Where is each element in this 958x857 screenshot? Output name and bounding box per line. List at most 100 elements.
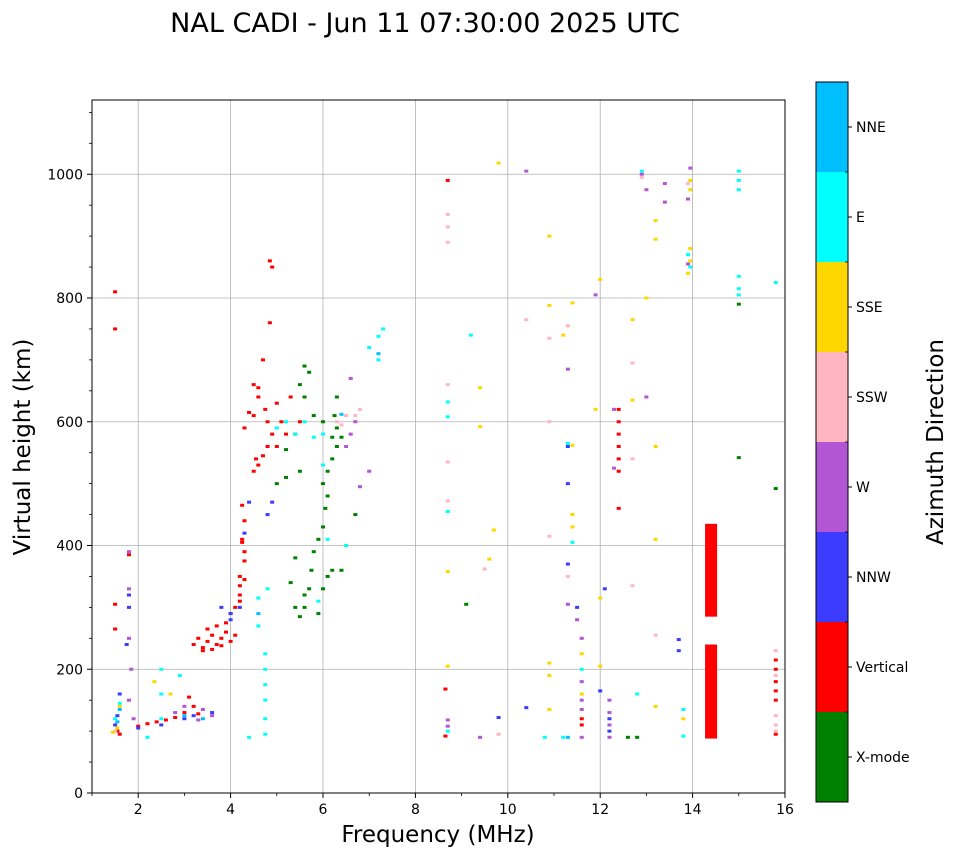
data-mark-vertical (205, 639, 210, 643)
data-mark-e (321, 463, 325, 467)
data-mark-e (639, 169, 644, 173)
data-mark-x-mode (302, 593, 307, 597)
data-mark-vertical (256, 386, 261, 390)
data-mark-w (688, 166, 693, 170)
data-mark-vertical (288, 395, 293, 399)
data-mark-nnw (228, 612, 233, 616)
data-mark-nnw (182, 717, 187, 721)
data-mark-e (736, 287, 741, 291)
data-mark-ssw (565, 324, 570, 328)
data-mark-x-mode (316, 612, 321, 616)
data-mark-nnw (598, 689, 603, 693)
data-mark-sse (685, 271, 690, 275)
data-mark-sse (115, 726, 120, 730)
data-bands (705, 523, 718, 739)
data-mark-nnw (126, 593, 131, 597)
data-mark-nne (117, 707, 122, 711)
data-mark-vertical (579, 723, 584, 727)
x-tick-label: 6 (319, 802, 328, 818)
data-mark-w (196, 718, 201, 722)
data-mark-w (344, 445, 349, 448)
y-tick-label: 1000 (47, 167, 83, 183)
data-mark-ssw (547, 420, 552, 424)
colorbar-tick-label: E (856, 210, 865, 226)
data-mark-vertical (242, 578, 247, 582)
data-mark-e (247, 735, 252, 739)
data-mark-e (736, 188, 741, 192)
data-mark-sse (491, 528, 496, 532)
data-mark-vertical (445, 178, 450, 182)
data-mark-w (367, 469, 372, 473)
data-mark-vertical (773, 658, 778, 662)
colorbar-swatch (816, 442, 848, 532)
data-mark-w (565, 367, 570, 371)
x-tick-label: 4 (226, 802, 235, 818)
data-mark-e (565, 441, 570, 445)
data-mark-vertical (214, 643, 219, 646)
data-mark-e (263, 732, 268, 736)
colorbar-tick-label: W (856, 480, 870, 496)
data-mark-w (210, 714, 215, 718)
data-mark-e (159, 667, 164, 671)
data-mark-e (302, 420, 307, 424)
data-mark-e (681, 707, 686, 711)
data-mark-vertical (279, 420, 284, 424)
data-mark-nnw (159, 723, 164, 727)
data-mark-e (468, 333, 473, 337)
data-mark-x-mode (307, 370, 312, 374)
y-axis: 0 200 400 600 800 1000 (47, 111, 92, 802)
data-mark-ssw (445, 499, 450, 503)
data-mark-vertical (256, 395, 261, 399)
data-mark-e (381, 327, 386, 331)
data-mark-vertical (616, 420, 621, 424)
data-mark-vertical (443, 687, 448, 691)
colorbar-tick-label: NNW (856, 570, 891, 586)
colorbar-swatch (816, 262, 848, 352)
data-mark-e (263, 683, 268, 687)
data-mark-w (612, 407, 617, 411)
data-mark-w (126, 587, 131, 591)
data-mark-sse (579, 692, 584, 696)
data-mark-nnw (565, 562, 570, 566)
data-mark-ssw (630, 361, 635, 365)
data-mark-ssw (773, 723, 778, 727)
data-mark-vertical (274, 401, 279, 405)
data-mark-e (736, 178, 741, 182)
data-mark-nnw (607, 717, 612, 721)
data-mark-sse (547, 661, 552, 665)
data-mark-vertical (191, 643, 196, 646)
plot-frame (91, 99, 786, 794)
data-mark-ssw (113, 729, 118, 733)
data-mark-vertical (113, 627, 118, 631)
data-mark-nnw (115, 714, 120, 718)
data-mark-vertical (113, 290, 118, 294)
data-mark-nnw (496, 716, 501, 720)
data-mark-vertical (260, 454, 265, 458)
data-mark-nnw (136, 726, 141, 730)
data-mark-nnw (242, 531, 247, 535)
colorbar-swatch (816, 82, 848, 172)
colorbar-swatch (816, 532, 848, 622)
data-mark-vertical (136, 724, 141, 728)
data-mark-x-mode (353, 513, 358, 517)
data-mark-nnw (602, 587, 607, 591)
data-mark-x-mode (309, 568, 314, 572)
colorbar-label: Azimuth Direction (923, 339, 949, 545)
x-tick-label: 8 (411, 802, 420, 818)
data-mark-w (593, 293, 598, 297)
data-mark-w (445, 718, 450, 722)
data-mark-vertical (270, 265, 275, 269)
data-mark-ssw (685, 182, 690, 186)
data-mark-nnw (565, 482, 570, 486)
data-mark-e (263, 698, 268, 702)
data-mark-nnw (237, 605, 242, 609)
data-mark-vertical (240, 503, 245, 507)
data-mark-e (561, 735, 566, 739)
data-mark-vertical (214, 624, 219, 628)
data-mark-sse (598, 277, 603, 281)
data-mark-ssw (339, 423, 344, 427)
data-mark-sse (152, 680, 157, 684)
data-mark-x-mode (297, 615, 302, 619)
data-mark-ssw (547, 336, 552, 340)
data-mark-w (131, 717, 136, 721)
